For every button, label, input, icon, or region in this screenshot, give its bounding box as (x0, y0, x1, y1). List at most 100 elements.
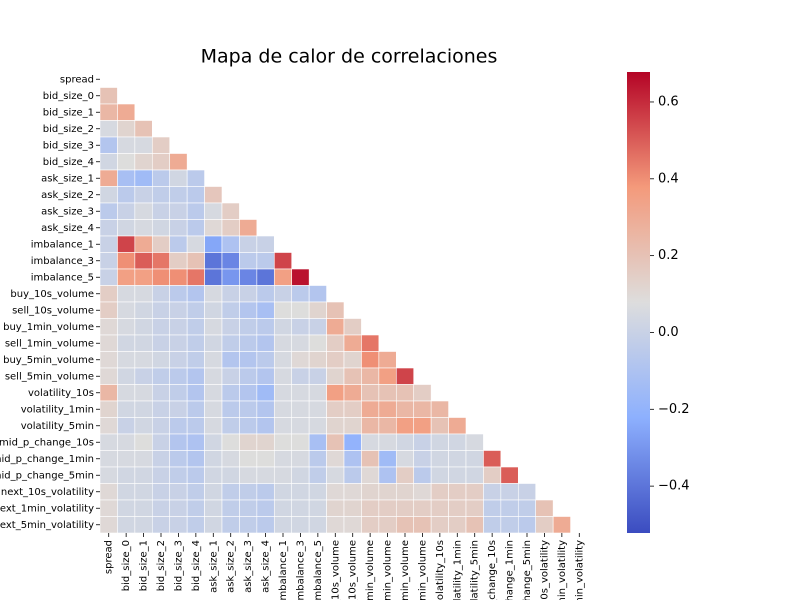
heatmap-cell (134, 384, 153, 402)
heatmap-cell (413, 499, 432, 517)
heatmap-cell (273, 268, 293, 286)
y-tick-label: mid_p_change_1min (0, 454, 94, 465)
heatmap-cell (221, 334, 240, 352)
heatmap-cell (256, 334, 275, 352)
heatmap-cell (239, 466, 258, 484)
heatmap-cell (291, 400, 310, 418)
heatmap-cell (99, 87, 118, 105)
heatmap-cell (151, 136, 171, 154)
heatmap-cell (256, 499, 275, 517)
heatmap-cell (413, 466, 432, 484)
heatmap-cell (308, 417, 327, 435)
heatmap-cell (221, 268, 240, 286)
heatmap-cell (204, 417, 223, 435)
heatmap-cell (221, 516, 240, 534)
heatmap-cell (169, 351, 188, 369)
heatmap-cell (117, 450, 136, 468)
heatmap-cell (413, 400, 432, 418)
heatmap-cell (308, 351, 327, 369)
heatmap-cell (169, 450, 188, 468)
heatmap-cell (239, 351, 258, 369)
heatmap-cell (483, 499, 502, 517)
heatmap-cell (221, 252, 240, 270)
x-tick-label: ask_size_2 (226, 540, 237, 593)
heatmap-cell (535, 516, 554, 534)
heatmap-cell (326, 301, 345, 319)
heatmap-cell (169, 384, 188, 402)
heatmap-cell (413, 516, 432, 534)
heatmap-cell (500, 483, 519, 501)
heatmap-cell (343, 450, 362, 468)
heatmap-cell (430, 466, 449, 484)
heatmap-cell (273, 351, 293, 369)
heatmap-cell (186, 186, 205, 204)
colorbar-tick-label: −0.4 (658, 479, 690, 494)
heatmap-cell (99, 400, 118, 418)
heatmap-cell (186, 301, 205, 319)
heatmap-cell (151, 235, 171, 253)
heatmap-cell (239, 417, 258, 435)
heatmap-cell (117, 499, 136, 517)
heatmap-cell (99, 136, 118, 154)
heatmap-cell (169, 268, 188, 286)
heatmap-cell (151, 499, 171, 517)
heatmap-cell (291, 268, 310, 286)
heatmap-cell (291, 433, 310, 451)
heatmap-cell (169, 235, 188, 253)
heatmap-cell (483, 516, 502, 534)
x-tick-label: ask_size_1 (208, 540, 219, 593)
heatmap-cell (378, 400, 397, 418)
colorbar (627, 72, 650, 533)
heatmap-cell (430, 483, 449, 501)
heatmap-cell (343, 367, 362, 385)
heatmap-cell (308, 384, 327, 402)
heatmap-cell (221, 400, 240, 418)
heatmap-cell (239, 318, 258, 336)
heatmap-cell (308, 285, 327, 303)
heatmap-cell (448, 450, 467, 468)
heatmap-cell (204, 384, 223, 402)
heatmap-cell (326, 351, 345, 369)
heatmap-cell (308, 334, 327, 352)
heatmap-cell (256, 252, 275, 270)
heatmap-cell (378, 433, 397, 451)
heatmap-cell (99, 120, 118, 138)
heatmap-cell (151, 384, 171, 402)
heatmap-cell (430, 417, 449, 435)
heatmap-cell (343, 400, 362, 418)
heatmap-cell (273, 466, 293, 484)
heatmap-cell (134, 334, 153, 352)
heatmap-cell (343, 433, 362, 451)
heatmap-cell (378, 417, 397, 435)
colorbar-tick-label: 0.0 (658, 325, 679, 340)
heatmap-cell (273, 400, 293, 418)
x-tick-label: mid_p_change_10s (487, 540, 498, 600)
heatmap-cell (361, 483, 380, 501)
x-tick-label: next_10s_volatility (539, 540, 550, 600)
heatmap-cell (99, 103, 118, 121)
heatmap-cell (395, 483, 415, 501)
chart-title: Mapa de calor de correlaciones (201, 46, 498, 68)
heatmap-cell (186, 318, 205, 336)
heatmap-cell (204, 334, 223, 352)
heatmap-cell (99, 433, 118, 451)
x-tick-label: next_5min_volatility (574, 540, 585, 600)
heatmap-cell (308, 466, 327, 484)
heatmap-cell (186, 499, 205, 517)
heatmap-cell (151, 400, 171, 418)
heatmap-cell (239, 235, 258, 253)
heatmap-cell (395, 450, 415, 468)
heatmap-cell (204, 466, 223, 484)
heatmap-cell (186, 417, 205, 435)
heatmap-cell (186, 235, 205, 253)
heatmap-cell (134, 483, 153, 501)
heatmap-cell (134, 450, 153, 468)
heatmap-cell (395, 433, 415, 451)
heatmap-cell (361, 433, 380, 451)
x-tick-label: bid_size_3 (173, 540, 184, 591)
heatmap-cell (99, 367, 118, 385)
heatmap-cell (186, 285, 205, 303)
heatmap-cell (134, 433, 153, 451)
heatmap-cell (395, 367, 415, 385)
heatmap-cell (395, 466, 415, 484)
